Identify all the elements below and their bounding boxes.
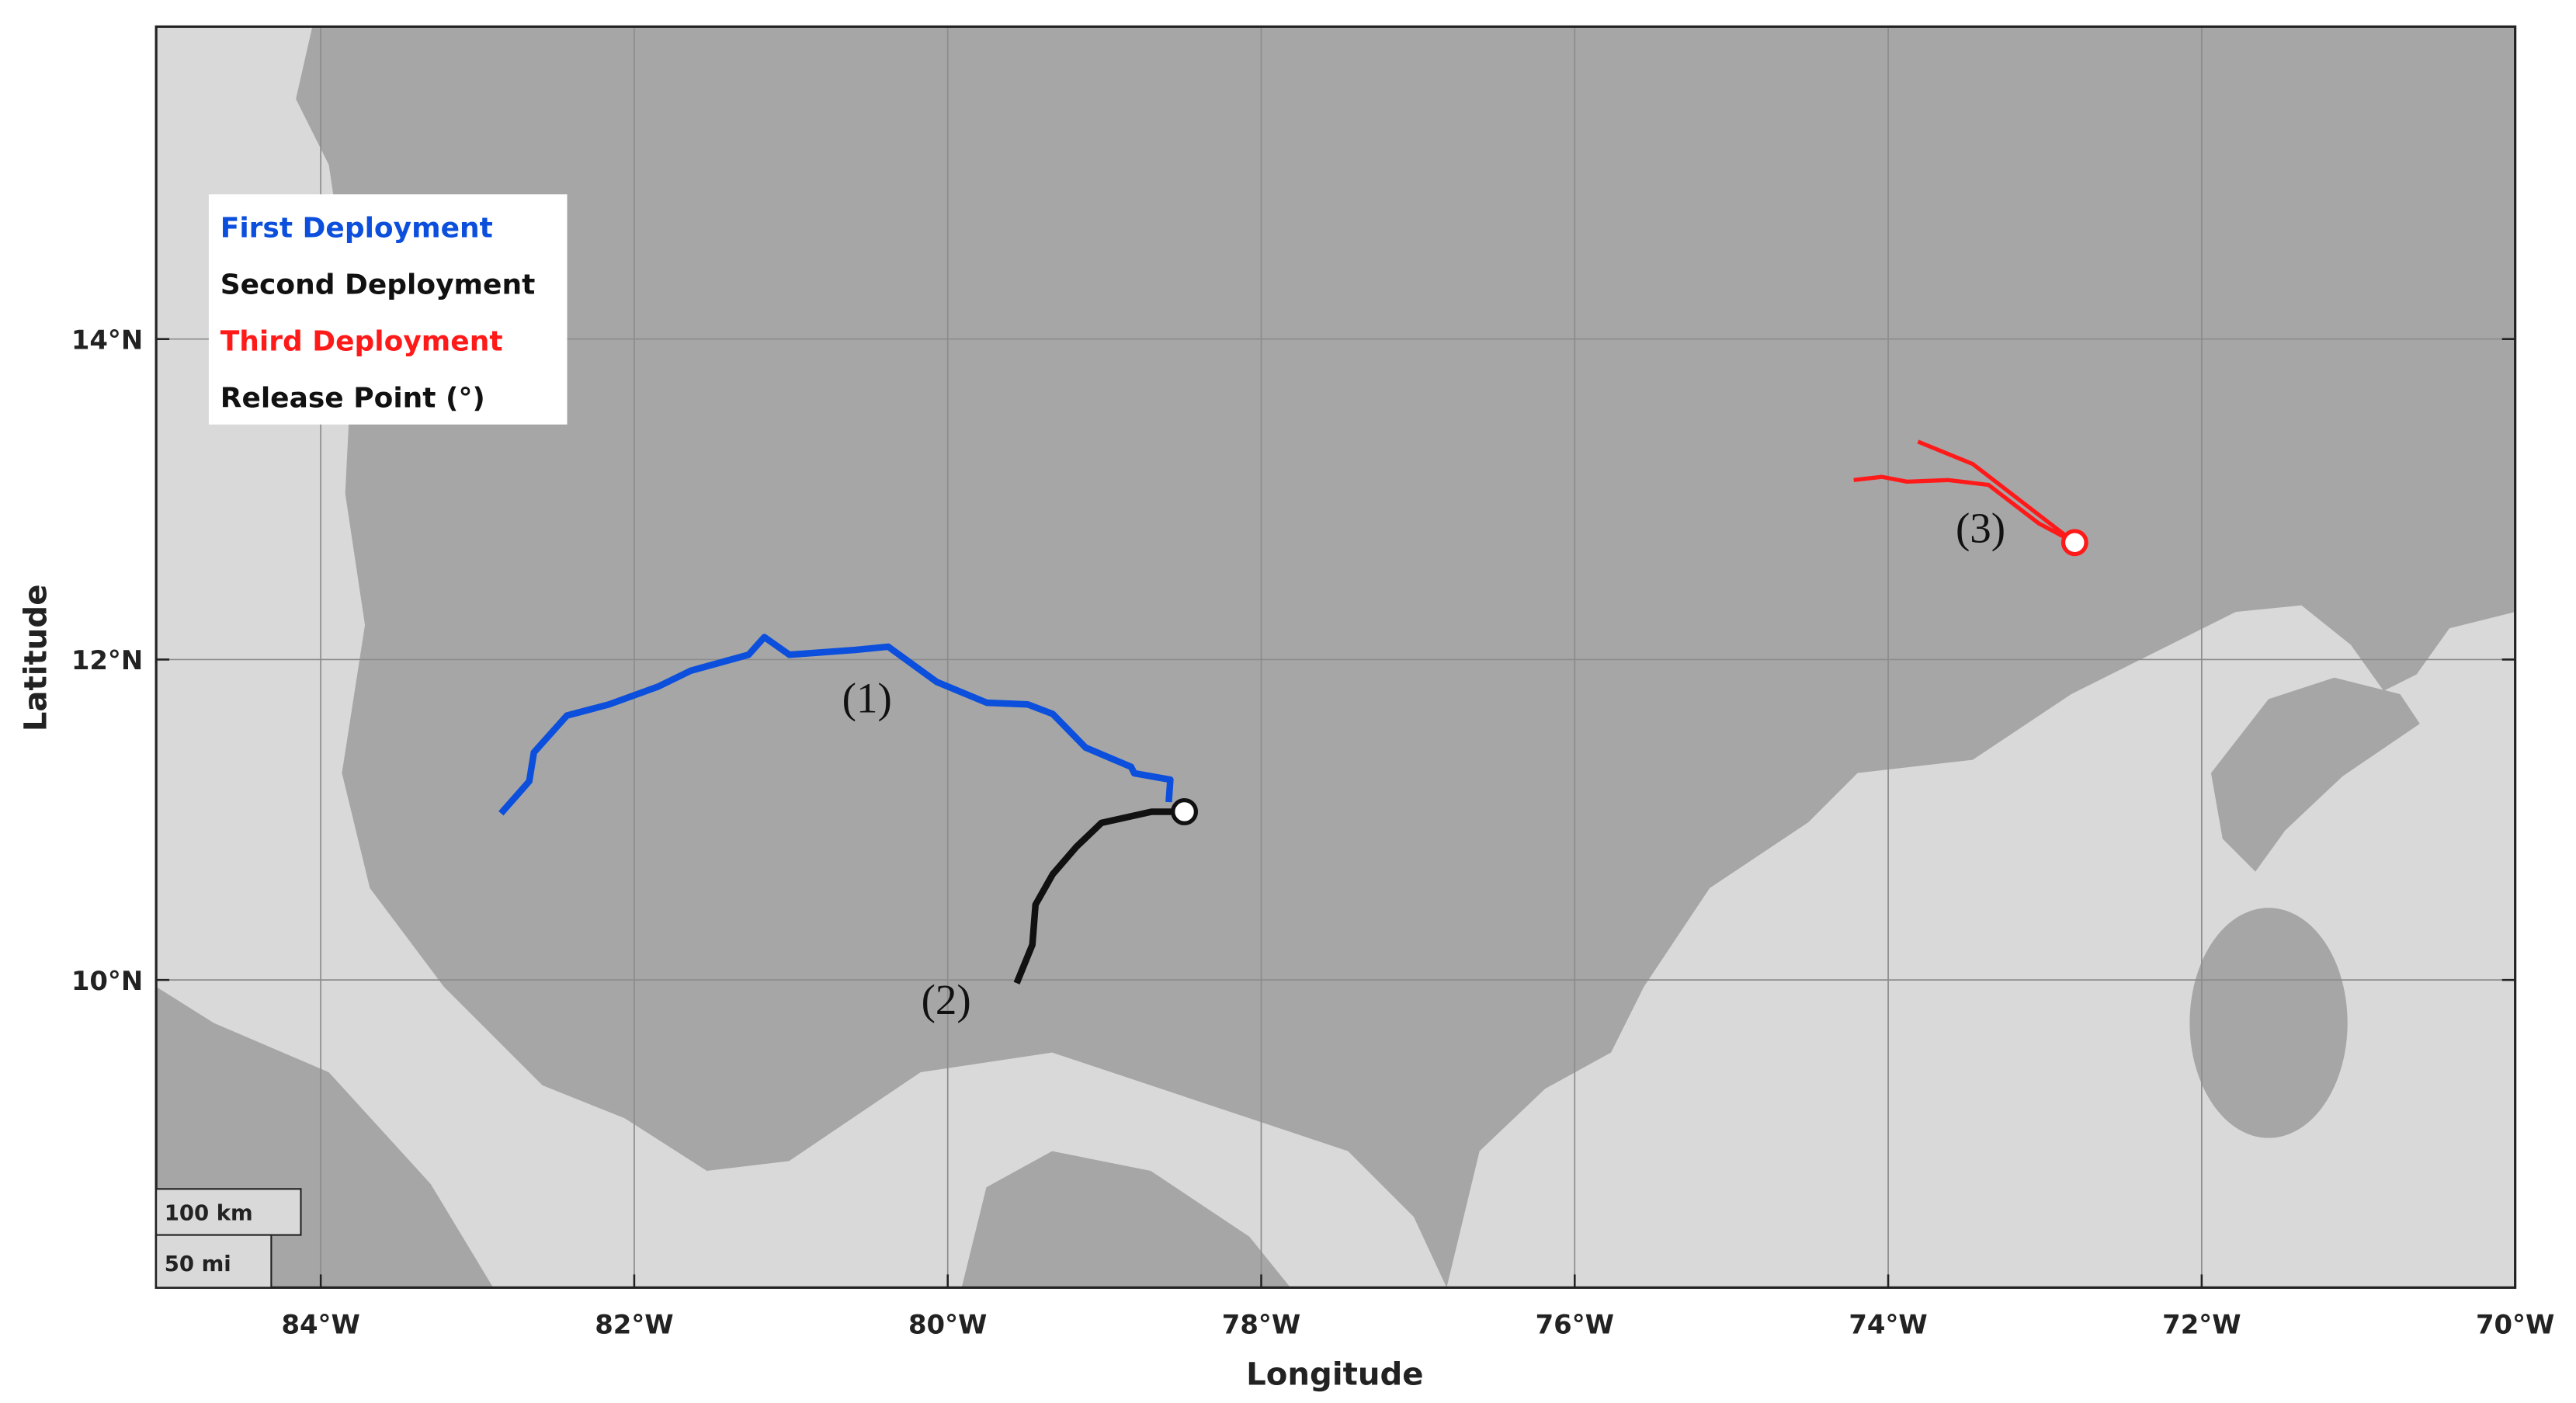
y-axis-label: Latitude bbox=[18, 585, 54, 732]
legend-entry: Second Deployment bbox=[220, 269, 536, 300]
trajectory bbox=[1853, 439, 2077, 545]
legend-entry: First Deployment bbox=[220, 212, 493, 244]
scale-bar-km bbox=[155, 1188, 302, 1236]
legend-entry: Release Point (°) bbox=[220, 382, 485, 414]
tracks bbox=[498, 439, 2088, 985]
scale-label: 100 km bbox=[165, 1201, 253, 1226]
plot-frame bbox=[154, 25, 2517, 1289]
legend: First Deployment Second Deployment Third D… bbox=[220, 212, 536, 414]
x-tick-label: 84°W bbox=[281, 1310, 359, 1340]
scale-label: 50 mi bbox=[165, 1252, 231, 1276]
release-point bbox=[2060, 529, 2088, 557]
y-tick-label: 10°N bbox=[71, 966, 143, 996]
legend-entry: Third Deployment bbox=[220, 325, 503, 357]
x-tick-label: 72°W bbox=[2162, 1310, 2241, 1340]
release-point bbox=[1171, 797, 1199, 825]
x-tick-label: 82°W bbox=[595, 1310, 673, 1340]
x-tick-label: 74°W bbox=[1849, 1310, 1927, 1340]
lake-maracaibo bbox=[2189, 908, 2348, 1138]
track-annotation: (3) bbox=[1956, 505, 2005, 552]
scale-bar-mi bbox=[155, 1234, 273, 1289]
x-tick-label: 80°W bbox=[908, 1310, 987, 1340]
y-tick-label: 14°N bbox=[71, 325, 143, 355]
gulf-venezuela bbox=[2210, 677, 2420, 872]
x-tick-label: 70°W bbox=[2476, 1310, 2554, 1340]
gulf-panama bbox=[961, 1151, 1291, 1288]
y-tick-label: 12°N bbox=[71, 645, 143, 675]
x-tick-label: 76°W bbox=[1536, 1310, 1614, 1340]
trajectory bbox=[1013, 808, 1177, 985]
scale-bar: 100 km 50 mi bbox=[155, 1188, 302, 1289]
x-axis-label: Longitude bbox=[1246, 1356, 1423, 1392]
trajectory bbox=[498, 634, 1174, 816]
track-annotation: (2) bbox=[922, 976, 971, 1023]
track-annotation: (1) bbox=[842, 675, 892, 722]
x-tick-label: 78°W bbox=[1222, 1310, 1300, 1340]
legend-box bbox=[208, 194, 568, 425]
